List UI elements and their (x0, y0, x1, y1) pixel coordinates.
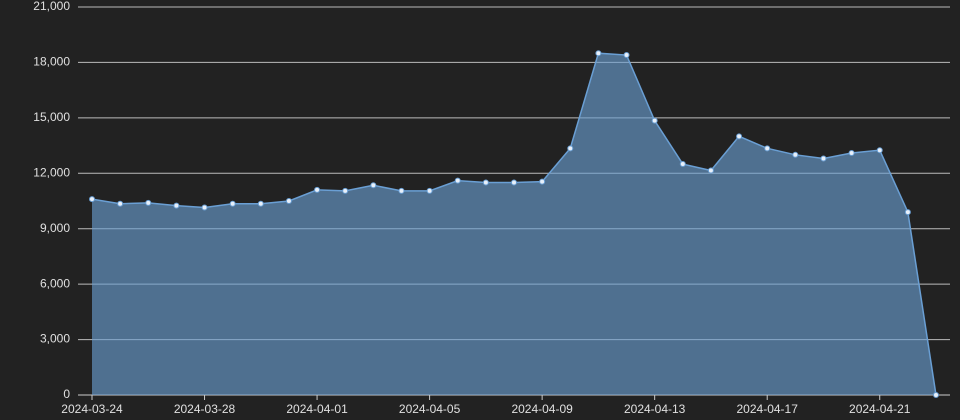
data-point (792, 151, 799, 158)
data-point (89, 196, 95, 203)
data-point (679, 161, 686, 168)
data-point (623, 52, 630, 59)
y-tick-label: 18,000 (33, 55, 70, 69)
data-point (426, 187, 433, 194)
data-point (848, 149, 855, 156)
y-tick-label: 6,000 (40, 276, 70, 290)
data-point (454, 177, 461, 184)
x-tick-label: 2024-04-01 (286, 402, 348, 416)
y-tick-label: 9,000 (40, 221, 70, 235)
data-point (764, 145, 771, 152)
data-point (933, 392, 939, 398)
data-point (342, 187, 349, 194)
x-tick-label: 2024-04-17 (737, 402, 799, 416)
x-tick-label: 2024-04-05 (399, 402, 461, 416)
area-fill (92, 53, 936, 395)
y-tick-label: 15,000 (33, 110, 70, 124)
data-point (398, 187, 405, 194)
x-tick-label: 2024-03-28 (174, 402, 236, 416)
data-point (736, 133, 743, 140)
data-point (257, 200, 264, 207)
y-tick-label: 0 (63, 387, 70, 401)
x-tick-label: 2024-04-13 (624, 402, 686, 416)
data-point (229, 200, 236, 207)
data-point (595, 50, 602, 57)
data-point (651, 117, 658, 124)
data-point (201, 204, 208, 211)
x-tick-label: 2024-03-24 (61, 402, 123, 416)
data-point (820, 155, 827, 162)
x-tick-label: 2024-04-09 (511, 402, 573, 416)
data-point (314, 186, 321, 193)
y-tick-label: 3,000 (40, 332, 70, 346)
data-point (567, 145, 574, 152)
data-point (145, 199, 152, 206)
data-point (117, 200, 124, 207)
data-point (904, 209, 911, 216)
data-point (539, 178, 546, 185)
y-tick-label: 21,000 (33, 0, 70, 13)
data-point (707, 167, 714, 174)
data-point (482, 179, 489, 186)
data-point (876, 147, 883, 154)
x-tick-label: 2024-04-21 (849, 402, 911, 416)
data-point (511, 179, 517, 186)
data-point (285, 198, 292, 204)
data-point (370, 182, 377, 189)
y-tick-label: 12,000 (33, 165, 70, 179)
data-point (173, 202, 180, 209)
